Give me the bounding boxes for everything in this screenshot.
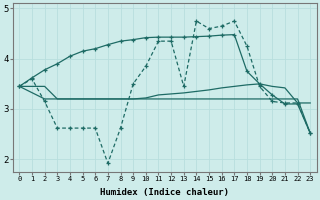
X-axis label: Humidex (Indice chaleur): Humidex (Indice chaleur) [100, 188, 229, 197]
